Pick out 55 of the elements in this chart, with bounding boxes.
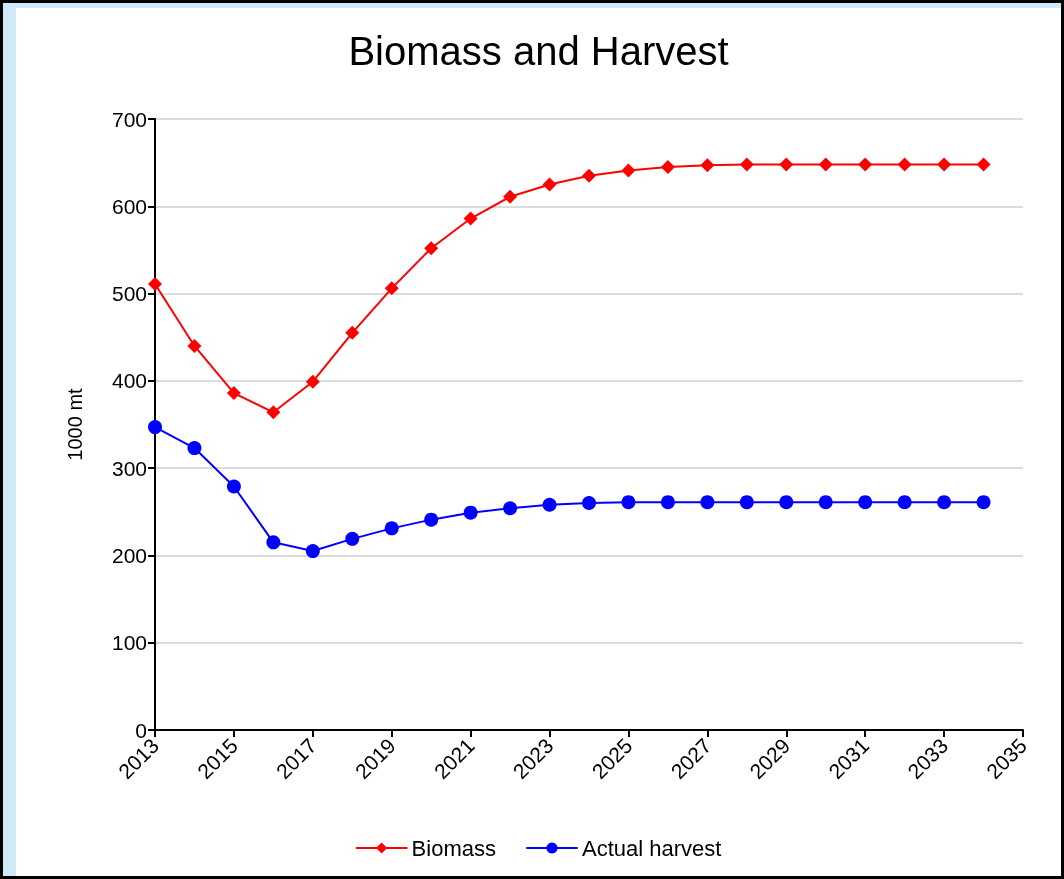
point: [503, 501, 518, 516]
point: [384, 521, 399, 536]
point: [148, 276, 162, 291]
point: [897, 157, 912, 172]
point: [897, 495, 912, 510]
point: [226, 386, 241, 401]
y-tick-label: 300: [111, 456, 147, 480]
point: [226, 479, 241, 494]
y-tick-label: 100: [111, 631, 147, 655]
point: [700, 158, 715, 173]
y-tick-label: 600: [111, 194, 147, 218]
point: [582, 168, 596, 183]
point: [345, 531, 360, 546]
y-tick-label: 400: [111, 369, 147, 393]
point: [739, 495, 754, 510]
legend-label: Actual harvest: [581, 835, 722, 861]
point: [976, 157, 991, 172]
point: [858, 157, 873, 172]
point: [305, 544, 320, 559]
point: [542, 177, 557, 192]
y-tick-label: 500: [111, 282, 147, 306]
point: [187, 338, 202, 353]
point: [621, 495, 636, 510]
point: [937, 157, 952, 172]
point: [858, 495, 873, 510]
point: [779, 495, 794, 510]
point: [700, 495, 715, 510]
point: [384, 281, 399, 296]
point: [976, 495, 991, 510]
y-tick-label: 200: [111, 543, 147, 567]
point: [621, 163, 636, 178]
point: [148, 420, 162, 435]
point: [266, 405, 281, 420]
legend-label: Biomass: [411, 835, 496, 861]
point: [424, 512, 439, 527]
point: [660, 495, 675, 510]
point: [542, 497, 557, 512]
point: [266, 535, 281, 550]
point: [660, 160, 675, 175]
point: [463, 505, 478, 520]
chart-title: Biomass and Harvest: [348, 29, 729, 73]
y-axis-title: 1000 mt: [64, 387, 86, 461]
point: [739, 157, 754, 172]
point: [463, 211, 478, 226]
point: [424, 241, 439, 256]
point: [503, 189, 518, 204]
point: [779, 157, 794, 172]
point: [345, 325, 360, 340]
point: [187, 441, 202, 456]
point: [818, 495, 833, 510]
point: [582, 496, 596, 511]
point: [937, 495, 952, 510]
y-tick-label: 700: [111, 107, 147, 131]
point: [305, 374, 320, 389]
point: [818, 157, 833, 172]
